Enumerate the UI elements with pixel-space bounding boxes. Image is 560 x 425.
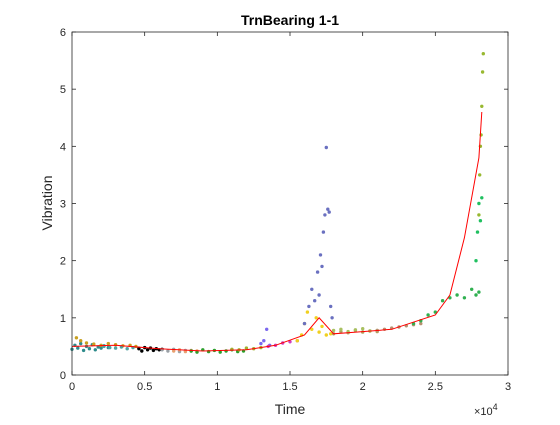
data-point [107, 342, 110, 345]
data-point [262, 339, 265, 342]
data-point [455, 293, 458, 296]
y-tick-label: 3 [60, 199, 66, 211]
data-point [329, 305, 332, 308]
data-point [426, 313, 429, 316]
chart-title: TrnBearing 1-1 [241, 12, 339, 28]
data-point [75, 336, 78, 339]
data-point [190, 349, 193, 352]
data-point [316, 270, 319, 273]
y-tick-label: 4 [60, 141, 66, 153]
data-point [474, 259, 477, 262]
data-point [328, 210, 331, 213]
data-point [479, 219, 482, 222]
data-point [296, 339, 299, 342]
data-point [325, 146, 328, 149]
data-point [85, 341, 88, 344]
data-point [463, 296, 466, 299]
y-axis-label: Vibration [39, 175, 55, 230]
data-point [323, 213, 326, 216]
data-point [477, 213, 480, 216]
data-point [319, 253, 322, 256]
data-point [477, 290, 480, 293]
data-point [265, 328, 268, 331]
data-point [480, 105, 483, 108]
data-point [166, 349, 169, 352]
data-point [332, 329, 335, 332]
data-point [478, 173, 481, 176]
x-tick-label: 2 [360, 381, 366, 393]
x-exponent-base: ×10 [474, 406, 493, 418]
data-point [259, 342, 262, 345]
ticks-layer: 0 0.5 1 1.5 2 2.5 3 0 1 2 3 4 5 6 [60, 27, 511, 393]
data-point [320, 325, 323, 328]
data-point [477, 202, 480, 205]
data-point [76, 346, 79, 349]
data-point [94, 348, 97, 351]
data-point [441, 299, 444, 302]
data-point [474, 293, 477, 296]
x-axis-label: Time [275, 401, 306, 417]
data-point [330, 316, 333, 319]
points-layer [70, 52, 485, 354]
x-exponent-power: 4 [493, 402, 498, 412]
trend-line [72, 112, 482, 351]
data-point [146, 348, 149, 351]
data-point [315, 316, 318, 319]
trend-layer [72, 112, 482, 351]
data-point [326, 208, 329, 211]
data-point [480, 196, 483, 199]
data-point [317, 293, 320, 296]
y-tick-label: 1 [60, 313, 66, 325]
data-point [320, 265, 323, 268]
y-tick-label: 2 [60, 256, 66, 268]
data-point [476, 230, 479, 233]
data-point [354, 328, 357, 331]
x-tick-label: 0 [69, 381, 75, 393]
y-tick-label: 0 [60, 370, 66, 382]
x-tick-label: 3 [505, 381, 511, 393]
data-point [108, 346, 111, 349]
data-point [419, 322, 422, 325]
data-point [306, 310, 309, 313]
data-point [482, 52, 485, 55]
data-point [310, 288, 313, 291]
y-tick-label: 6 [60, 27, 66, 39]
x-tick-label: 0.5 [137, 381, 152, 393]
data-point [92, 342, 95, 345]
data-point [82, 349, 85, 352]
data-point [140, 349, 143, 352]
x-tick-label: 1 [214, 381, 220, 393]
data-point [114, 346, 117, 349]
x-exponent-label: ×104 [474, 402, 498, 418]
data-point [79, 342, 82, 345]
data-point [303, 322, 306, 325]
data-point [322, 230, 325, 233]
data-point [313, 299, 316, 302]
data-point [325, 333, 328, 336]
x-tick-label: 1.5 [282, 381, 297, 393]
data-point [317, 330, 320, 333]
x-tick-label: 2.5 [428, 381, 443, 393]
data-point [339, 328, 342, 331]
data-point [307, 305, 310, 308]
data-point [470, 288, 473, 291]
data-point [361, 327, 364, 330]
data-point [79, 339, 82, 342]
axes-box [72, 32, 508, 375]
data-point [126, 347, 129, 350]
data-point [88, 347, 91, 350]
data-point [481, 70, 484, 73]
y-tick-label: 5 [60, 84, 66, 96]
data-point [224, 349, 227, 352]
data-point [152, 349, 155, 352]
